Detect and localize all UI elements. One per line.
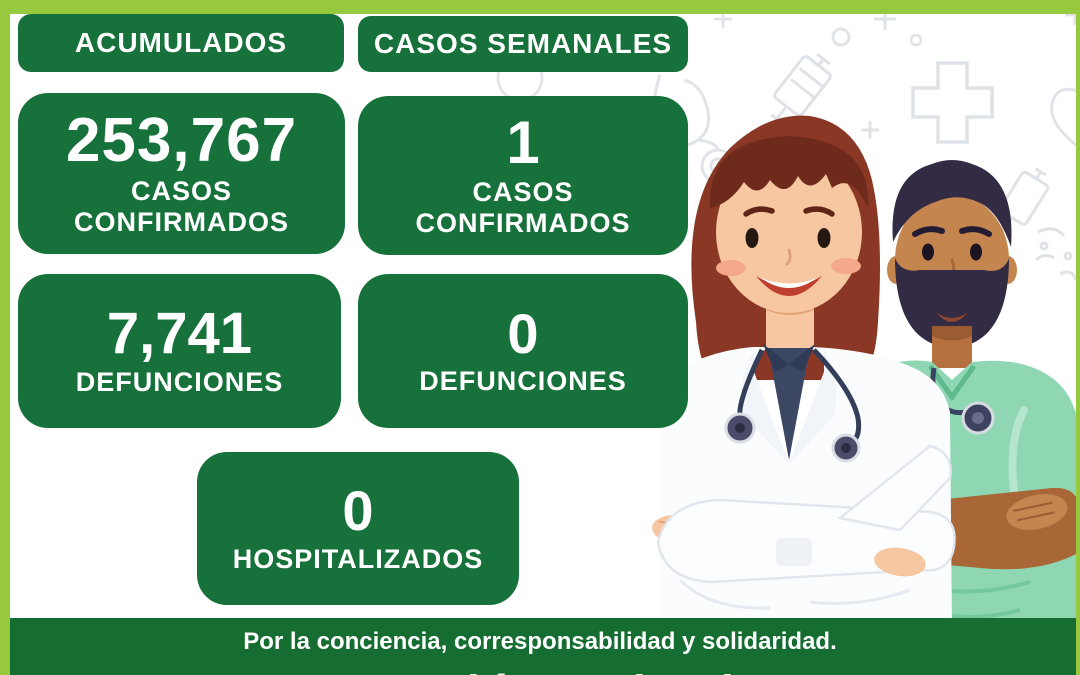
squiggle-icon [1030,222,1080,292]
circle-icon [908,32,924,48]
confirmed-weekly-label-1: CASOS [472,177,574,208]
frame-top-bar [0,0,1080,14]
deaths-weekly-value: 0 [507,301,539,365]
footer-slogan-partial: Prevención es la clave [0,666,1080,675]
card-deaths-accumulated: 7,741 DEFUNCIONES [18,274,341,428]
footer-message: Por la conciencia, corresponsabilidad y … [243,628,837,655]
plus-icon [858,118,882,142]
circle-icon [830,26,852,48]
deaths-weekly-label: DEFUNCIONES [419,366,627,397]
deaths-accumulated-value: 7,741 [106,300,253,366]
header-casos-semanales-label: CASOS SEMANALES [373,28,673,59]
frame-left-bar [0,0,10,675]
header-acumulados-label: ACUMULADOS [74,27,288,58]
medical-cross-icon [905,55,1000,150]
footer-bar: Por la conciencia, corresponsabilidad y … [0,618,1080,675]
card-confirmed-weekly: 1 CASOS CONFIRMADOS [358,96,688,255]
card-deaths-weekly: 0 DEFUNCIONES [358,274,688,428]
header-acumulados: ACUMULADOS [18,14,344,72]
hospitalized-value: 0 [342,479,374,543]
confirmed-weekly-value: 1 [506,108,540,176]
frame-right-bar [1076,0,1080,675]
deaths-accumulated-label: DEFUNCIONES [75,367,284,398]
card-confirmed-accumulated: 253,767 CASOS CONFIRMADOS [18,93,345,254]
confirmed-accumulated-label-1: CASOS [130,176,233,207]
header-casos-semanales: CASOS SEMANALES [358,16,688,72]
heart-icon [1040,78,1080,158]
doctors-illustration [600,110,1080,630]
hospitalized-label: HOSPITALIZADOS [232,543,484,574]
card-hospitalized: 0 HOSPITALIZADOS [197,452,519,605]
syringe-icon [965,150,1075,260]
confirmed-accumulated-value: 253,767 [65,105,298,175]
female-doctor [652,115,956,630]
confirmed-weekly-label-2: CONFIRMADOS [415,208,631,239]
syringe-icon [742,38,852,148]
confirmed-accumulated-label-2: CONFIRMADOS [74,207,289,238]
